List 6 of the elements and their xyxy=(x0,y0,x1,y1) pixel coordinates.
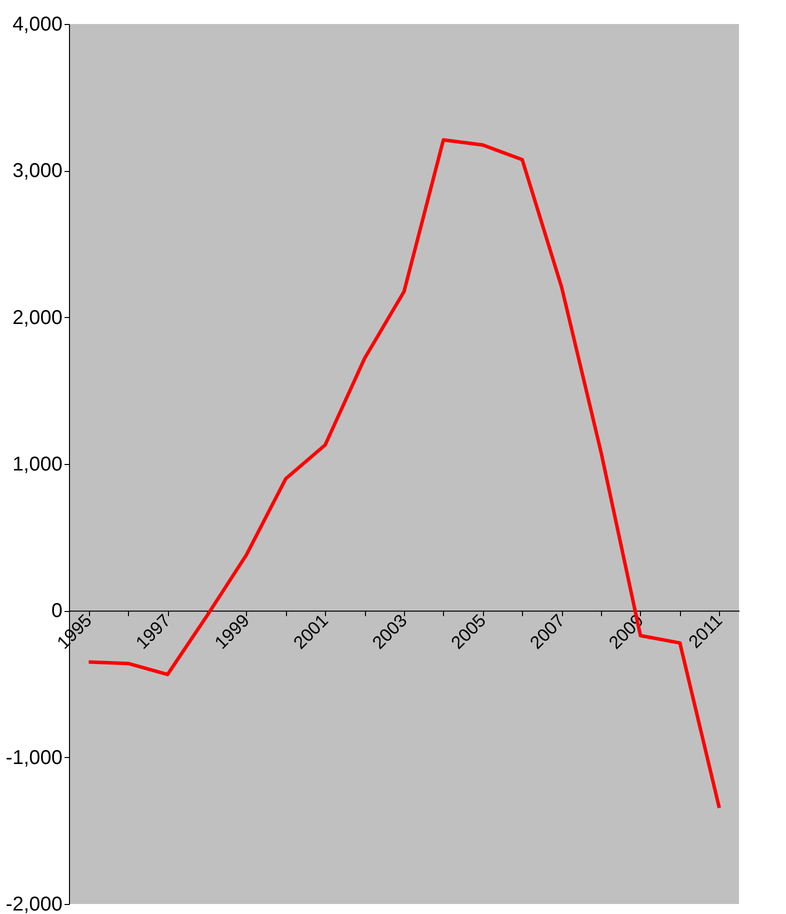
y-tick-label: 4,000 xyxy=(12,14,62,36)
y-tick-label: -2,000 xyxy=(6,894,62,914)
y-tick-label: -1,000 xyxy=(6,746,62,769)
y-tick-label: 3,000 xyxy=(12,160,62,182)
y-tick-label: 1,000 xyxy=(12,454,62,476)
y-tick-label: 2,000 xyxy=(12,306,62,329)
